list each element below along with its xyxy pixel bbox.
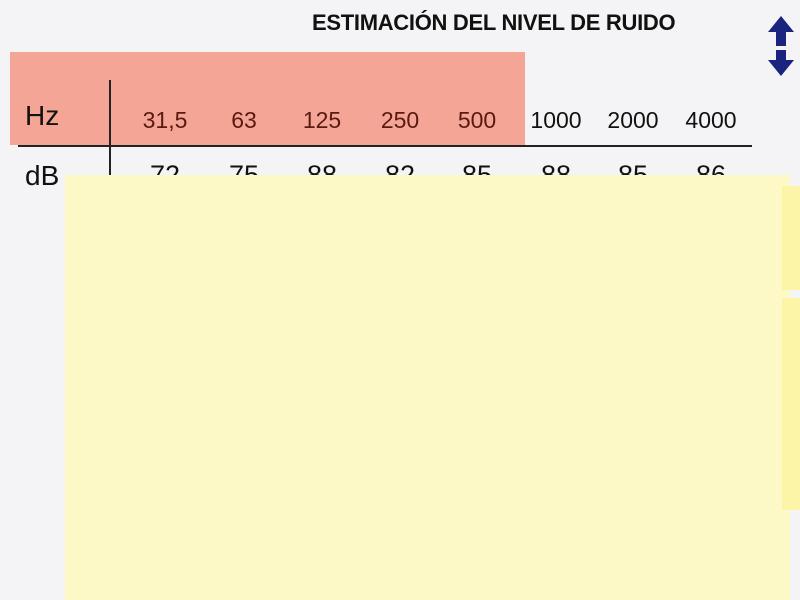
overlay-strip [782, 186, 800, 290]
nav-arrows[interactable] [764, 14, 798, 78]
table-divider [109, 80, 111, 190]
frequency-cell: 125 [302, 107, 342, 133]
highlight-box [10, 52, 525, 145]
table-divider [18, 145, 752, 147]
frequency-cell: 1000 [530, 107, 582, 133]
frequency-cell: 250 [380, 107, 420, 133]
frequency-cell: 63 [231, 107, 257, 133]
overlay-box [65, 175, 790, 600]
frequency-cell: 4000 [685, 107, 737, 133]
frequency-cell: 31,5 [142, 107, 188, 133]
frequency-cell: 2000 [607, 107, 659, 133]
frequency-cell: 500 [457, 107, 497, 133]
slide-title: ESTIMACIÓN DEL NIVEL DE RUIDO [312, 10, 676, 35]
overlay-strip [782, 298, 800, 510]
row-label: dB [25, 160, 60, 191]
row-label: Hz [25, 100, 60, 131]
